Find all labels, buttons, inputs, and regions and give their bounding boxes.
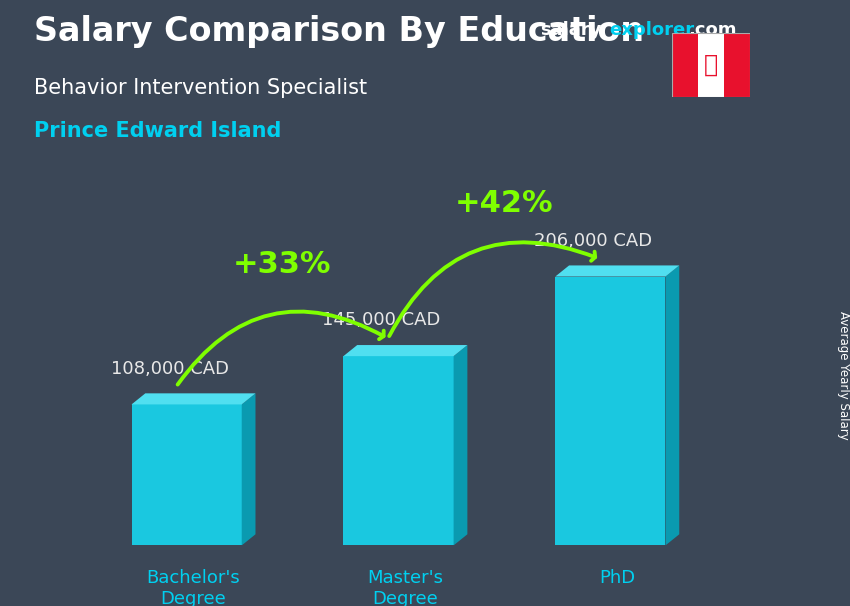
Polygon shape bbox=[132, 393, 256, 404]
Polygon shape bbox=[454, 345, 468, 545]
Text: PhD: PhD bbox=[599, 569, 635, 587]
Text: +33%: +33% bbox=[233, 250, 332, 279]
Bar bbox=[698, 33, 723, 97]
Text: 108,000 CAD: 108,000 CAD bbox=[110, 360, 229, 378]
Text: explorer: explorer bbox=[609, 21, 694, 39]
Text: 206,000 CAD: 206,000 CAD bbox=[535, 231, 653, 250]
Text: Prince Edward Island: Prince Edward Island bbox=[34, 121, 281, 141]
Polygon shape bbox=[666, 265, 679, 545]
Polygon shape bbox=[555, 265, 679, 276]
Text: salary: salary bbox=[540, 21, 601, 39]
Bar bbox=[343, 356, 454, 545]
Bar bbox=[132, 404, 241, 545]
Text: 145,000 CAD: 145,000 CAD bbox=[322, 311, 441, 330]
Text: +42%: +42% bbox=[455, 189, 553, 218]
Bar bbox=[672, 33, 698, 97]
Text: Salary Comparison By Education: Salary Comparison By Education bbox=[34, 15, 644, 48]
Bar bbox=[723, 33, 750, 97]
Text: Master's
Degree: Master's Degree bbox=[367, 569, 444, 606]
Text: .com: .com bbox=[688, 21, 737, 39]
Text: 🍁: 🍁 bbox=[704, 53, 717, 76]
Text: Average Yearly Salary: Average Yearly Salary bbox=[836, 311, 850, 440]
Polygon shape bbox=[241, 393, 256, 545]
Text: Behavior Intervention Specialist: Behavior Intervention Specialist bbox=[34, 78, 367, 98]
Polygon shape bbox=[343, 345, 468, 356]
Bar bbox=[555, 276, 666, 545]
Text: Bachelor's
Degree: Bachelor's Degree bbox=[147, 569, 241, 606]
